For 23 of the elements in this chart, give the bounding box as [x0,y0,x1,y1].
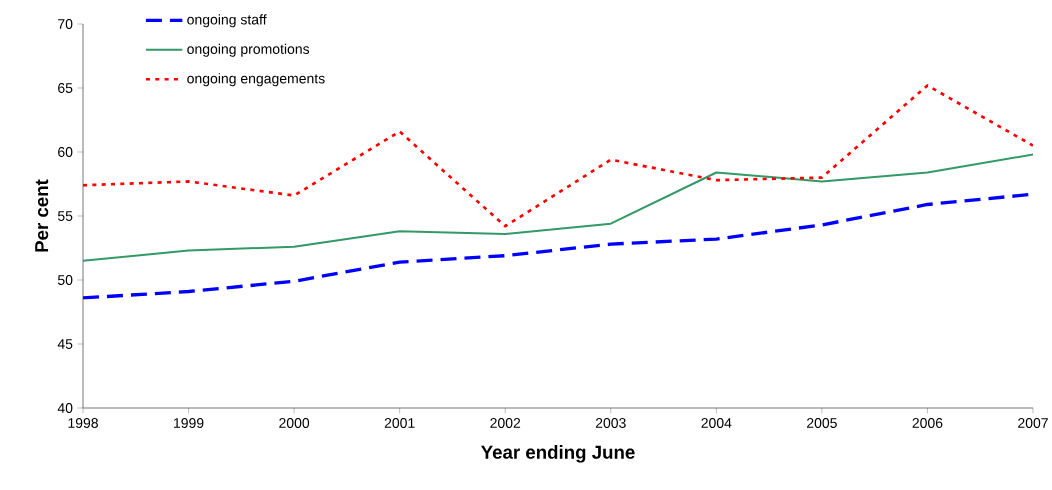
y-tick-label: 70 [58,19,73,29]
x-tick-label: 1998 [68,418,98,428]
y-tick-label: 60 [58,147,73,157]
y-tick-label: 65 [58,83,73,93]
x-tick-label: 2002 [490,418,521,428]
legend-label: ongoing engagements [187,73,325,87]
legend-label: ongoing staff [187,14,267,28]
y-tick-label: 55 [57,211,73,221]
x-tick-label: 2004 [701,418,732,428]
y-tick-label: 45 [57,339,73,349]
x-tick-label: 2003 [595,418,626,428]
x-axis-title: Year ending June [481,445,635,463]
x-tick-label: 2006 [912,418,943,428]
y-axis-title: Per cent [35,179,49,252]
x-tick-label: 2000 [279,418,310,428]
line-series [83,153,1033,262]
x-tick-label: 2001 [384,418,415,428]
legend-label: ongoing promotions [187,43,310,57]
x-tick-label: 2005 [807,418,837,428]
x-tick-label: 1999 [174,418,204,428]
y-tick-label: 40 [57,403,73,413]
x-tick-label: 2007 [1018,418,1048,428]
y-tick-label: 50 [57,275,73,285]
